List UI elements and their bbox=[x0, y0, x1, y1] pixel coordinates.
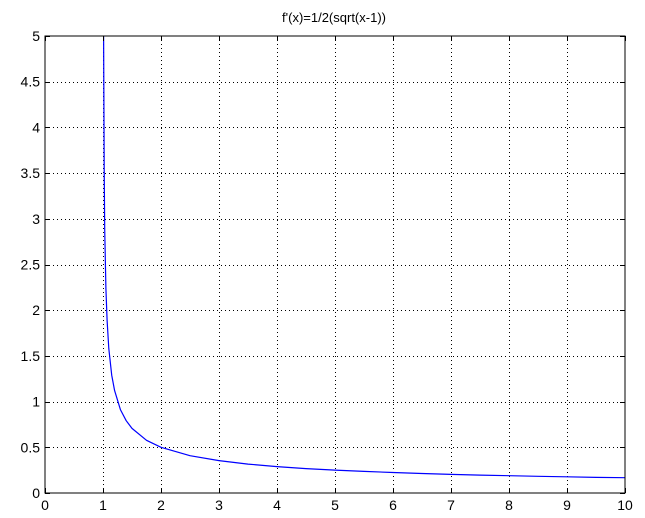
y-tick-label: 3.5 bbox=[21, 165, 41, 181]
x-tick-label: 5 bbox=[331, 497, 339, 513]
y-tick-label: 4 bbox=[32, 119, 40, 135]
y-tick-label: 2.5 bbox=[21, 257, 41, 273]
y-tick-label: 5 bbox=[32, 28, 40, 44]
series-layer bbox=[103, 35, 626, 479]
series-line bbox=[103, 35, 626, 479]
y-tick-label: 3 bbox=[32, 211, 40, 227]
y-tick-label: 4.5 bbox=[21, 74, 41, 90]
y-axis-tick-labels: 0 0.5 1 1.5 2 2.5 3 3.5 4 4.5 5 bbox=[21, 28, 41, 501]
x-tick-label: 0 bbox=[41, 497, 49, 513]
x-tick-label: 7 bbox=[447, 497, 455, 513]
y-tick-label: 1 bbox=[32, 394, 40, 410]
x-tick-label: 2 bbox=[157, 497, 165, 513]
grid-lines bbox=[45, 36, 625, 493]
y-tick-label: 1.5 bbox=[21, 348, 41, 364]
x-tick-label: 8 bbox=[505, 497, 513, 513]
x-tick-label: 9 bbox=[563, 497, 571, 513]
tick-marks bbox=[45, 36, 626, 494]
x-tick-label: 1 bbox=[99, 497, 107, 513]
x-axis-tick-labels: 0 1 2 3 4 5 6 7 8 9 10 bbox=[41, 497, 633, 513]
chart-title: f'(x)=1/2(sqrt(x-1)) bbox=[282, 10, 386, 25]
x-tick-label: 10 bbox=[617, 497, 633, 513]
x-tick-label: 6 bbox=[389, 497, 397, 513]
y-tick-label: 0 bbox=[32, 485, 40, 501]
y-tick-label: 0.5 bbox=[21, 439, 41, 455]
y-tick-label: 2 bbox=[32, 302, 40, 318]
x-tick-label: 3 bbox=[215, 497, 223, 513]
x-tick-label: 4 bbox=[273, 497, 281, 513]
